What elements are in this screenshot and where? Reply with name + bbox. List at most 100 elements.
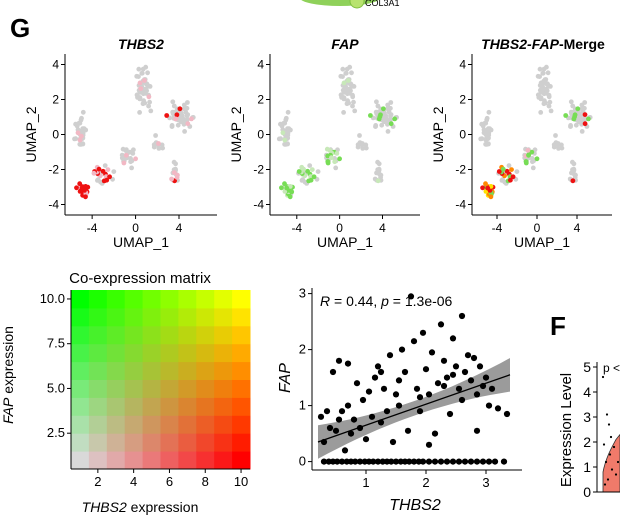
violin-jitter-point <box>607 423 611 426</box>
coexpression-title: Co-expression matrix <box>69 270 211 287</box>
coexpression-matrix: Co-expression matrix 2 4 6 8 10 10.0 7.5 5.0 2.5… <box>0 270 251 515</box>
umap-cell-point <box>143 90 148 96</box>
umap-x-tick-label: -4 <box>87 221 98 235</box>
umap-cell-point <box>547 99 553 105</box>
umap-cell-point <box>545 81 550 87</box>
coexpression-cell <box>232 415 251 434</box>
coexpression-cell <box>232 343 251 363</box>
coexpression-cell <box>232 361 251 380</box>
coexpression-cell <box>160 307 179 327</box>
umap-cell-point <box>181 102 187 108</box>
scatter-point <box>370 458 377 465</box>
umap-fap: FAP 4 2 0 -2 -4 -4 0 4 UMAP_1 UMAP_2 <box>228 36 420 250</box>
scatter-point <box>395 377 403 384</box>
umap-cell-point <box>72 136 77 142</box>
coexpression-x-tick-label: 4 <box>130 474 137 489</box>
violin-jitter-point <box>614 473 618 476</box>
umap-xlabel: UMAP_1 <box>113 234 169 250</box>
umap-cell-point <box>74 185 79 191</box>
umap-cell-point <box>341 80 347 86</box>
coexpression-x-tick-label: 6 <box>166 474 173 489</box>
umap-cell-point <box>139 70 145 76</box>
umap-cell-point <box>535 73 541 79</box>
umap-cell-point <box>506 163 512 169</box>
umap-y-tick-label: -2 <box>253 163 264 177</box>
coexpression-cell <box>196 433 215 452</box>
umap-y-tick-label: 4 <box>257 58 264 72</box>
umap-cell-point <box>537 94 542 100</box>
umap-cell-point <box>147 99 153 105</box>
coexpression-cell <box>178 451 197 470</box>
coexpression-cell <box>160 290 179 309</box>
umap-cell-point <box>540 70 546 76</box>
umap-cell-point <box>337 156 342 162</box>
coexpression-cell <box>178 307 197 327</box>
scatter-point <box>410 458 418 465</box>
scatter-point <box>443 458 451 465</box>
coexpression-cell <box>71 325 90 345</box>
umap-cell-point <box>335 147 340 153</box>
umap-cell-point <box>529 149 535 155</box>
scatter-point <box>353 380 361 387</box>
umap-cell-point <box>375 159 380 165</box>
coexpression-cell <box>88 307 108 327</box>
umap-cell-point <box>333 165 339 171</box>
panel-f-y-tick-label: 3 <box>583 409 591 425</box>
umap-cell-point <box>174 112 180 118</box>
scatter-point <box>406 458 413 465</box>
scatter-point <box>419 329 427 336</box>
umap-cell-point <box>559 145 565 151</box>
scatter-point <box>362 436 370 443</box>
scatter-point <box>356 458 364 465</box>
annotation-r: R <box>320 293 330 309</box>
scatter-point <box>395 402 403 409</box>
panel-f-y-tick-label: 2 <box>583 434 591 450</box>
umap-cell-point <box>282 137 288 143</box>
coexpression-y-tick-label: 10.0 <box>40 291 65 306</box>
scatter-point <box>446 410 454 418</box>
umap-cell-point <box>554 142 560 148</box>
scatter-point <box>371 374 379 381</box>
umap-cell-point <box>175 122 181 128</box>
umap-cell-point <box>142 100 148 106</box>
umap-cell-point <box>570 159 575 165</box>
umap-cell-point <box>189 116 194 122</box>
umap-cell-point <box>307 163 313 169</box>
umap-cell-point <box>579 102 585 108</box>
umap-cell-point <box>514 169 520 175</box>
umap-cell-point <box>374 99 379 105</box>
umap-cell-point <box>329 155 334 161</box>
umap-cell-point <box>184 113 190 119</box>
scatter-point <box>338 408 346 415</box>
umap-cell-point <box>350 103 355 109</box>
coexpression-cell <box>71 361 90 380</box>
umap-x-tick-label: -4 <box>492 221 503 235</box>
coexpression-cell <box>106 433 126 452</box>
scatter-point <box>440 382 448 390</box>
scatter-point <box>392 458 400 465</box>
scatter-point <box>323 408 331 415</box>
umap-cell-point <box>80 109 86 115</box>
scatter-point <box>329 368 337 376</box>
panel-f-y-tick-label: 5 <box>583 359 591 375</box>
umap-cell-point <box>287 194 293 200</box>
umap-cell-point <box>485 141 491 147</box>
coexpression-cell <box>178 343 197 363</box>
umap-cell-point <box>569 111 574 117</box>
umap-cell-point <box>582 121 588 127</box>
coexpression-ylabel-rest: expression <box>0 326 16 398</box>
violin-jitter-point <box>606 478 610 481</box>
umap-y-tick-label: 4 <box>459 58 466 72</box>
scatter-xlabel: THBS2 <box>389 497 441 514</box>
umap-cell-point <box>315 169 321 175</box>
coexpression-cell <box>196 290 215 309</box>
umap-cell-point <box>102 163 108 169</box>
umap-cell-point <box>156 141 161 146</box>
umap-cell-point <box>571 116 577 122</box>
umap-y-tick-label: 2 <box>257 93 264 107</box>
umap-cell-point <box>181 118 187 123</box>
umap-cell-point <box>342 86 348 91</box>
umap-cell-point <box>339 94 345 100</box>
coexpression-cell <box>106 451 126 470</box>
scatter-point <box>431 458 439 465</box>
